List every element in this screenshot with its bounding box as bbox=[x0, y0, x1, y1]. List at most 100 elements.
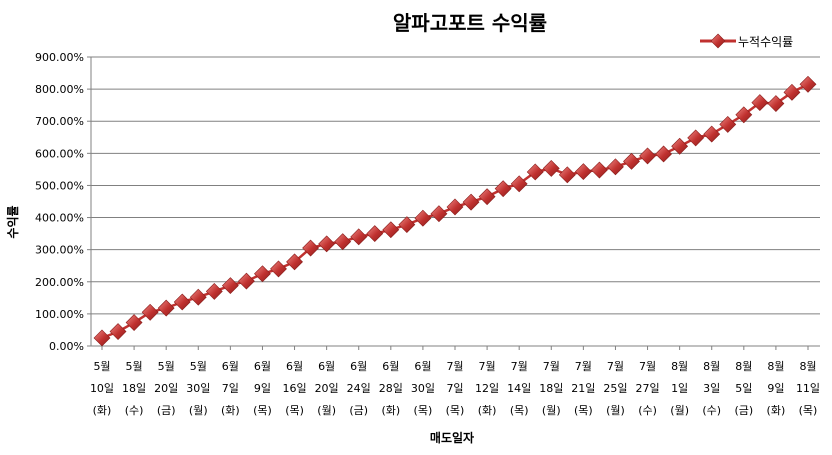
x-tick-label-line: 6월 bbox=[414, 360, 431, 373]
x-tick-labels: 5월 10일 (화)5월 18일 (수)5월 20일 (금)5월 30일 (월)6월 7일 (화)6… bbox=[90, 360, 820, 417]
x-tick-label-line: 7일 bbox=[446, 381, 463, 395]
data-point bbox=[671, 137, 689, 155]
x-tick-label-line: 6월 bbox=[318, 360, 335, 373]
data-point bbox=[318, 235, 336, 253]
x-tick-label-line: (화) bbox=[767, 404, 786, 417]
data-point bbox=[510, 175, 528, 193]
series-layer bbox=[93, 75, 817, 347]
data-point bbox=[574, 163, 592, 181]
x-tick-label-line: 7월 bbox=[479, 360, 496, 373]
x-tick-label: 5월 18일 (수) bbox=[122, 360, 146, 417]
data-point bbox=[93, 329, 111, 347]
x-tick-label-line: 8월 bbox=[799, 360, 816, 373]
x-tick-label-line: 20일 bbox=[154, 381, 178, 395]
chart-title: 알파고포트 수익률 bbox=[393, 11, 547, 35]
x-tick-label-line: (목) bbox=[574, 404, 593, 417]
x-tick-label-line: (목) bbox=[285, 404, 304, 417]
data-point bbox=[366, 225, 384, 243]
x-tick-label: 7월 7일 (목) bbox=[446, 360, 465, 417]
x-tick-label: 6월 16일 (목) bbox=[282, 360, 306, 417]
x-tick-label-line: 5월 bbox=[190, 360, 207, 373]
x-tick-label-line: 8월 bbox=[703, 360, 720, 373]
x-tick-label-line: 9일 bbox=[254, 381, 271, 395]
x-tick-label: 6월 9일 (목) bbox=[253, 360, 272, 417]
x-tick-label-line: 16일 bbox=[282, 381, 306, 395]
x-tick-label-line: 6월 bbox=[382, 360, 399, 373]
data-point bbox=[446, 198, 464, 216]
x-tick-label-line: 18일 bbox=[539, 381, 563, 395]
x-tick-label-line: 12일 bbox=[475, 381, 499, 395]
x-tick-label-line: (화) bbox=[478, 404, 497, 417]
x-tick-label-line: 30일 bbox=[411, 381, 435, 395]
x-tick-label-line: 6월 bbox=[286, 360, 303, 373]
data-point bbox=[237, 272, 255, 290]
data-point bbox=[623, 152, 640, 170]
x-tick-label-line: 5월 bbox=[93, 360, 110, 373]
y-tick-labels: 0.00% 100.00% 200.00% 300.00% 400.00% 500.00%… bbox=[35, 51, 84, 353]
x-tick-label: 6월 28일 (화) bbox=[379, 360, 403, 417]
x-tick-label: 8월 5일 (금) bbox=[734, 360, 753, 417]
data-point bbox=[590, 161, 608, 179]
x-tick-label-line: 6월 bbox=[350, 360, 367, 373]
x-tick-label-line: 24일 bbox=[347, 381, 371, 395]
y-tick-label: 100.00% bbox=[35, 308, 84, 321]
data-point bbox=[173, 293, 191, 311]
data-point bbox=[751, 94, 769, 112]
data-point bbox=[398, 216, 416, 234]
y-tick-label: 700.00% bbox=[35, 115, 84, 128]
x-tick-label-line: (화) bbox=[381, 404, 400, 417]
x-tick-label-line: (수) bbox=[702, 404, 721, 417]
x-tick-label-line: 1일 bbox=[671, 381, 688, 395]
x-tick-label-line: 6월 bbox=[222, 360, 239, 373]
x-tick-label-line: 5월 bbox=[158, 360, 175, 373]
data-point bbox=[254, 265, 271, 283]
data-point bbox=[125, 314, 143, 331]
data-point bbox=[526, 163, 544, 181]
data-point bbox=[334, 233, 352, 251]
data-point bbox=[414, 209, 432, 227]
x-tick-label-line: 6월 bbox=[254, 360, 271, 373]
data-point bbox=[141, 303, 159, 321]
x-tick-label-line: (월) bbox=[670, 404, 689, 417]
x-tick-label-line: (목) bbox=[799, 404, 818, 417]
legend-marker bbox=[710, 33, 726, 49]
data-point bbox=[703, 125, 721, 143]
x-tick-label-line: 10일 bbox=[90, 381, 114, 395]
y-tick-label: 600.00% bbox=[35, 147, 84, 160]
data-point bbox=[542, 160, 560, 177]
x-tick-label: 7월 21일 (목) bbox=[571, 360, 595, 417]
x-axis-label: 매도일자 bbox=[430, 430, 474, 445]
y-tick-label: 200.00% bbox=[35, 276, 84, 289]
x-tick-label: 6월 24일 (금) bbox=[347, 360, 371, 417]
x-tick-label: 7월 12일 (화) bbox=[475, 360, 499, 417]
x-tick-label-line: 5일 bbox=[735, 381, 752, 395]
data-point bbox=[478, 188, 496, 206]
data-point bbox=[350, 228, 368, 246]
x-tick-label-line: (수) bbox=[125, 404, 144, 417]
x-tick-label: 8월 11일 (목) bbox=[796, 360, 820, 417]
x-tick-label: 6월 30일 (목) bbox=[411, 360, 435, 417]
x-tick-label-line: 5월 bbox=[126, 360, 143, 373]
data-point bbox=[270, 260, 287, 278]
x-tick-label-line: 30일 bbox=[186, 381, 210, 395]
data-point bbox=[382, 221, 400, 239]
legend-label: 누적수익률 bbox=[738, 35, 793, 49]
x-tick-label-line: (화) bbox=[93, 404, 112, 417]
x-tick-label: 6월 7일 (화) bbox=[221, 360, 240, 417]
axes bbox=[87, 56, 820, 350]
x-tick-label-line: 21일 bbox=[571, 381, 595, 395]
x-tick-label-line: (금) bbox=[734, 404, 753, 417]
x-tick-label: 7월 14일 (목) bbox=[507, 360, 531, 417]
gridlines bbox=[91, 56, 820, 347]
x-tick-label-line: 7월 bbox=[639, 360, 656, 373]
x-tick-label-line: 8월 bbox=[671, 360, 688, 373]
x-tick-label-line: (월) bbox=[189, 404, 208, 417]
data-point bbox=[783, 83, 801, 101]
x-tick-label-line: 7월 bbox=[575, 360, 592, 373]
x-tick-label-line: 3일 bbox=[703, 381, 720, 395]
x-tick-label-line: (월) bbox=[542, 404, 561, 417]
data-point bbox=[735, 106, 753, 124]
x-tick-label-line: (월) bbox=[606, 404, 625, 417]
data-point bbox=[286, 253, 303, 271]
data-point bbox=[430, 205, 448, 223]
